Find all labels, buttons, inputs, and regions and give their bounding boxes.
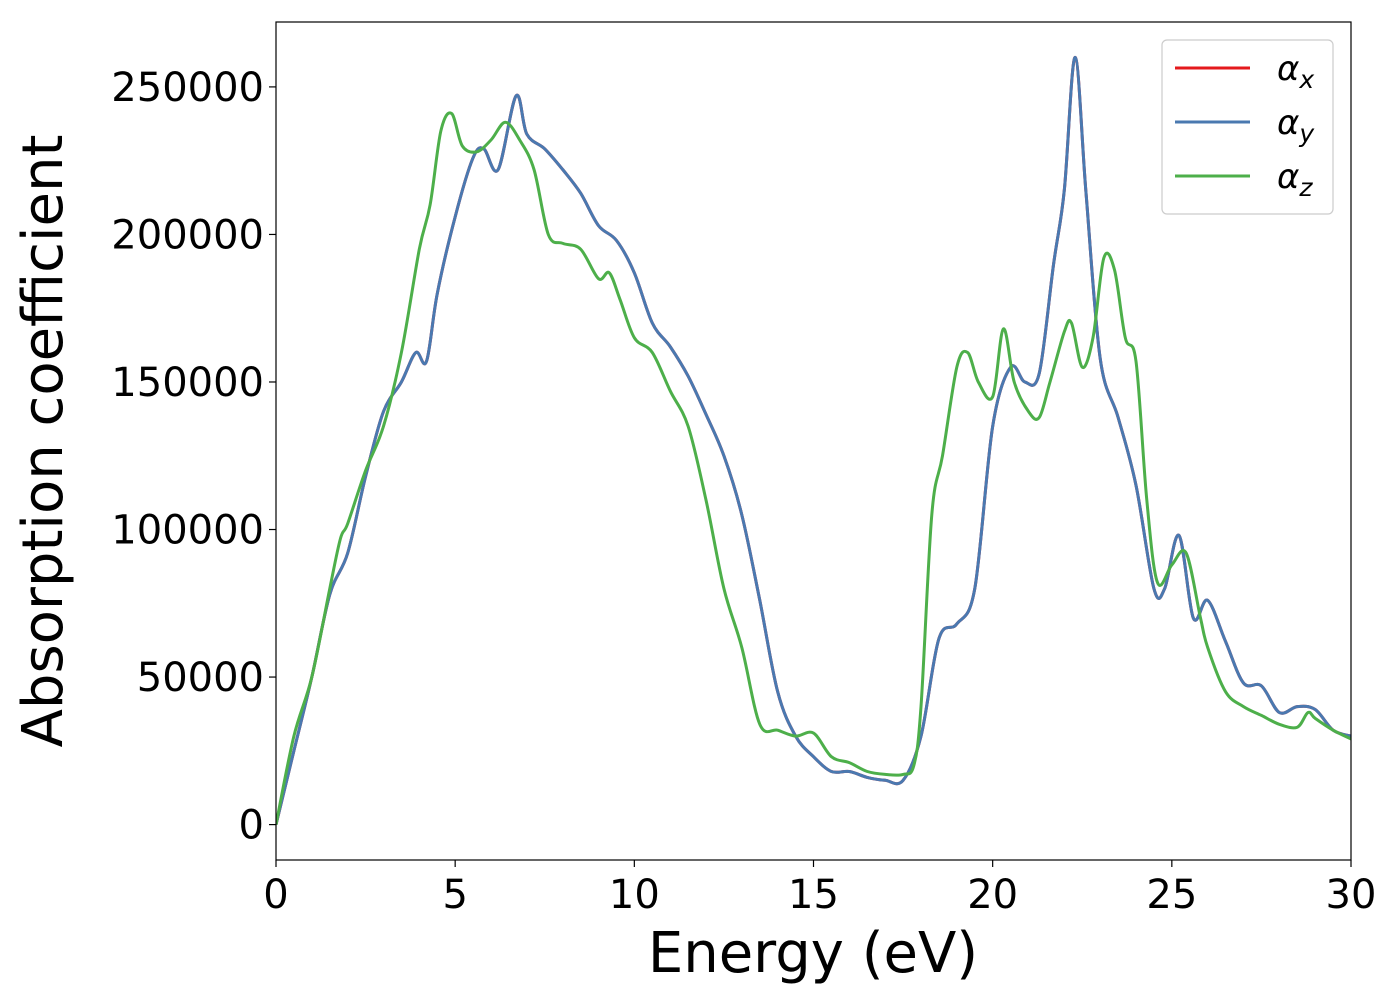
y-axis: 0 50000 100000 150000 200000 250000 (111, 65, 276, 849)
x-tick-label: 20 (967, 872, 1018, 918)
x-tick-label: 0 (263, 872, 288, 918)
x-tick-label: 15 (788, 872, 839, 918)
legend-label-z: αz (1277, 157, 1313, 202)
series-line-y (276, 55, 1351, 825)
x-tick-label: 25 (1146, 872, 1197, 918)
y-tick-label: 200000 (111, 212, 264, 258)
x-tick-label: 30 (1326, 872, 1377, 918)
y-tick-label: 0 (239, 803, 264, 849)
y-tick-label: 250000 (111, 65, 264, 111)
series-lines (276, 55, 1351, 825)
legend-label-x: αx (1277, 49, 1314, 94)
legend: αx αy αz (1161, 39, 1334, 215)
x-tick-label: 10 (609, 872, 660, 918)
y-tick-label: 150000 (111, 360, 264, 406)
y-tick-label: 50000 (137, 655, 264, 701)
legend-box (1161, 39, 1334, 215)
series-line-z (276, 111, 1351, 825)
x-axis: 0 5 10 15 20 25 30 (263, 860, 1376, 918)
y-axis-title: Absorption coefficient (11, 135, 76, 748)
legend-label-y: αy (1277, 103, 1315, 148)
x-tick-label: 5 (442, 872, 467, 918)
y-tick-label: 100000 (111, 508, 264, 554)
x-axis-title: Energy (eV) (648, 921, 978, 986)
